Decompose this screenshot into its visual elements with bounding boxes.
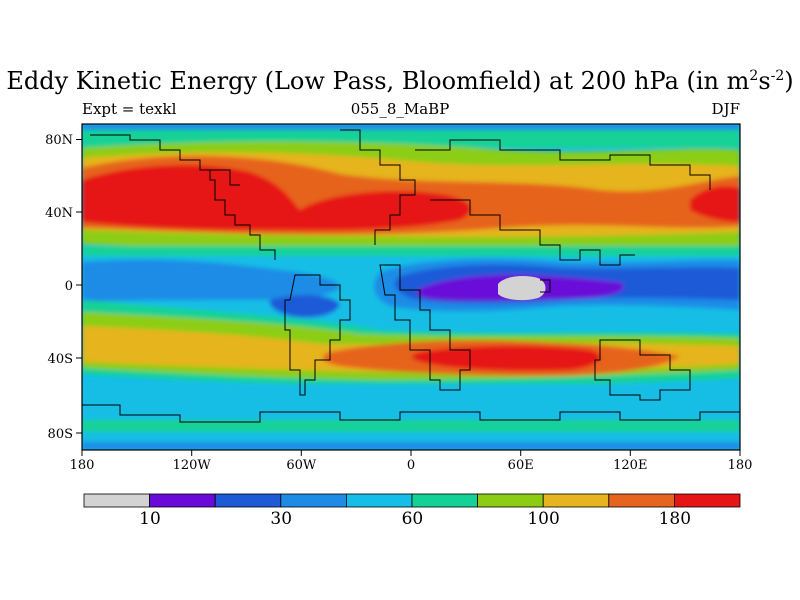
coastlines [82, 129, 740, 423]
colorbar [83, 493, 741, 508]
colorbar-swatch [280, 493, 347, 508]
colorbar-swatch [83, 493, 150, 508]
contour-field [82, 124, 740, 450]
x-tick-label: 180 [728, 458, 753, 473]
title-text-close: ) [784, 67, 794, 95]
y-tick-label: 0 [65, 279, 73, 294]
title-text: Eddy Kinetic Energy (Low Pass, Bloomfiel… [6, 67, 750, 95]
x-tick-label: 0 [407, 458, 415, 473]
y-tick-label: 40N [45, 206, 73, 221]
colorbar-label: 100 [527, 509, 559, 529]
colorbar-swatch [477, 493, 544, 508]
colorbar-swatch [345, 493, 413, 508]
title-sup-1: 2 [749, 68, 759, 84]
colorbar-swatch [542, 493, 610, 508]
x-tick-label: 60W [286, 458, 317, 473]
colorbar-label: 60 [402, 509, 424, 529]
season-label: DJF [711, 100, 740, 118]
plot-title: Eddy Kinetic Energy (Low Pass, Bloomfiel… [0, 66, 800, 96]
equatorial-minimum [498, 276, 546, 301]
y-tick-label: 80S [48, 427, 73, 442]
x-tick-marks [81, 450, 741, 456]
colorbar-label: 180 [659, 509, 691, 529]
colorbar-label: 30 [270, 509, 292, 529]
case-label: 055_8_MaBP [350, 100, 450, 118]
title-text-mid: s [758, 67, 771, 95]
colorbar-swatch [674, 493, 741, 508]
x-tick-label: 60E [508, 458, 534, 473]
colorbar-swatch [411, 493, 478, 508]
y-tick-label: 40S [48, 352, 73, 367]
x-tick-label: 120E [613, 458, 647, 473]
colorbar-label: 10 [139, 509, 161, 529]
colorbar-swatch [149, 493, 216, 508]
colorbar-swatch [608, 493, 675, 508]
title-sup-2: -2 [770, 68, 785, 84]
colorbar-swatch [214, 493, 282, 508]
experiment-label: Expt = texkl [82, 100, 177, 118]
y-tick-marks [76, 139, 82, 434]
y-tick-label: 80N [45, 133, 73, 148]
x-tick-label: 180 [70, 458, 95, 473]
x-tick-label: 120W [173, 458, 212, 473]
